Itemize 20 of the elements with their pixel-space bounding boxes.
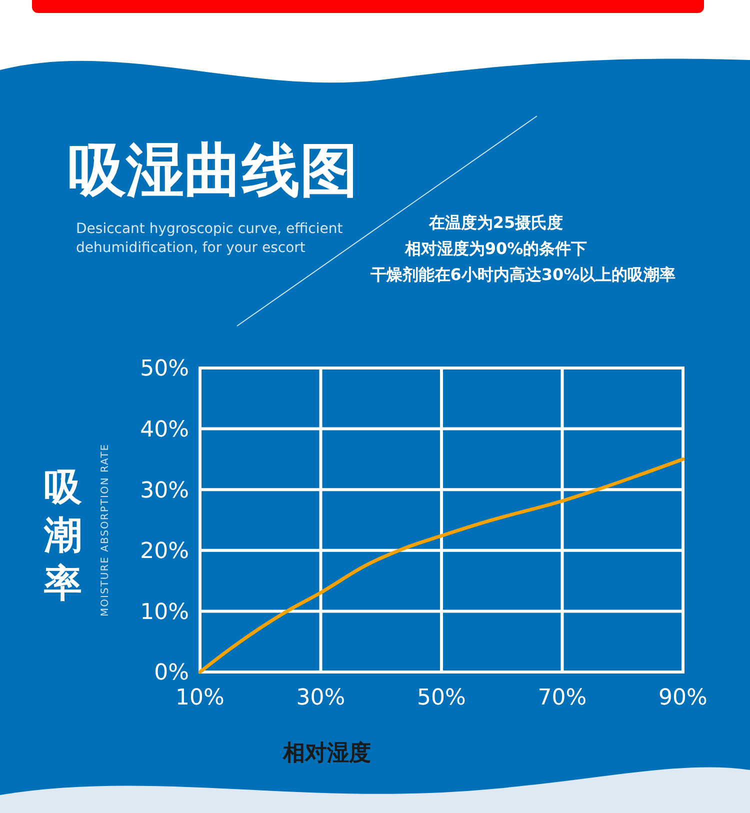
line-series <box>198 457 685 674</box>
chart-title: 吸湿曲线图 <box>68 136 358 204</box>
x-tick-label: 50% <box>417 686 466 711</box>
y-tick-label: 50% <box>140 356 189 382</box>
y-tick-label: 40% <box>140 418 189 442</box>
x-tick-label: 70% <box>538 686 587 711</box>
x-tick-label: 90% <box>658 686 708 711</box>
y-tick-label: 10% <box>140 600 189 625</box>
y-tick-label: 20% <box>140 539 189 564</box>
text: MOISTURE ABSORPTION RATE <box>100 443 111 617</box>
x-tick-label: 30% <box>296 686 346 711</box>
text: 干燥剂能在6小时内高达30%以上的吸潮率 <box>369 265 676 284</box>
x-axis-title: 相对湿度 <box>282 740 371 766</box>
text: 在温度为25摄氏度 <box>428 213 564 232</box>
y-tick-label: 30% <box>140 478 189 504</box>
x-tick-label: 10% <box>176 686 224 711</box>
chart-subtitle: Desiccant hygroscopic curve, efficient dehumidification, for your escort <box>76 221 344 256</box>
y-tick-label: 0% <box>154 660 189 686</box>
y-axis-title: 吸潮率 <box>43 465 82 605</box>
text: 相对湿度为90%的条件下 <box>404 239 588 258</box>
